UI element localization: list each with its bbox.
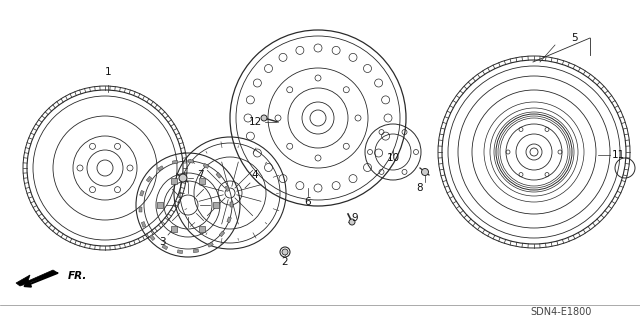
Text: 12: 12 bbox=[248, 117, 262, 127]
Bar bbox=[193, 249, 198, 253]
Text: 4: 4 bbox=[252, 170, 259, 180]
Bar bbox=[207, 242, 213, 247]
Bar bbox=[220, 231, 225, 237]
Bar bbox=[172, 160, 178, 164]
Text: 6: 6 bbox=[305, 197, 311, 207]
Bar bbox=[225, 186, 230, 191]
Circle shape bbox=[282, 249, 288, 255]
Text: 9: 9 bbox=[352, 213, 358, 223]
Bar bbox=[227, 217, 232, 223]
Bar bbox=[141, 222, 146, 227]
Text: 7: 7 bbox=[196, 170, 204, 180]
Bar bbox=[216, 173, 221, 178]
Bar bbox=[177, 250, 183, 254]
Polygon shape bbox=[16, 270, 58, 286]
Bar bbox=[199, 226, 205, 232]
Text: 8: 8 bbox=[417, 183, 423, 193]
Bar bbox=[203, 163, 209, 168]
Bar bbox=[230, 202, 232, 206]
Bar bbox=[171, 178, 177, 184]
Text: FR.: FR. bbox=[68, 271, 88, 281]
Bar bbox=[162, 245, 168, 250]
Bar bbox=[157, 166, 163, 171]
Text: SDN4-E1800: SDN4-E1800 bbox=[530, 307, 591, 317]
Text: 2: 2 bbox=[282, 257, 288, 267]
Bar bbox=[157, 202, 163, 208]
Bar bbox=[138, 206, 141, 211]
Circle shape bbox=[179, 174, 187, 182]
Bar bbox=[147, 176, 152, 182]
Bar bbox=[213, 202, 219, 208]
Bar bbox=[140, 190, 144, 196]
Text: 11: 11 bbox=[611, 150, 625, 160]
Bar bbox=[150, 235, 155, 241]
Text: 10: 10 bbox=[387, 153, 399, 163]
Text: 5: 5 bbox=[572, 33, 579, 43]
Circle shape bbox=[422, 168, 429, 175]
Bar bbox=[199, 178, 205, 184]
Text: 1: 1 bbox=[105, 67, 111, 77]
Text: 3: 3 bbox=[159, 237, 165, 247]
Circle shape bbox=[261, 115, 267, 121]
Bar bbox=[188, 160, 194, 163]
Circle shape bbox=[349, 219, 355, 225]
Bar bbox=[171, 226, 177, 232]
